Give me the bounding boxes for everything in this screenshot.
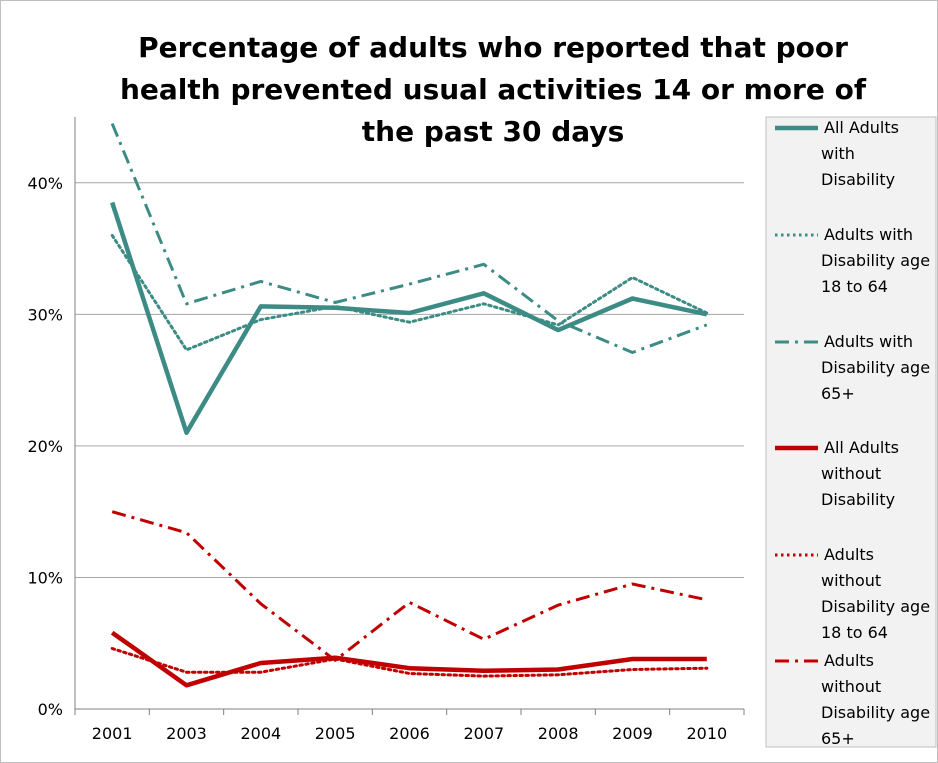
x-tick-label: 2003: [166, 724, 207, 743]
legend-item-3: Adults with Disability age 65+: [775, 332, 930, 403]
series-line-1: [110, 201, 708, 435]
data-series: [110, 123, 709, 688]
legend-label: 65+: [821, 384, 855, 403]
series-line-4: [110, 630, 707, 688]
legend-item-5: Adults without Disability age 18 to 64: [775, 545, 930, 642]
legend-label: Disability: [821, 490, 895, 509]
legend-label: 18 to 64: [821, 623, 888, 642]
legend-label: 18 to 64: [821, 277, 888, 296]
legend-label: Adults with: [824, 225, 913, 244]
legend-label: Disability age: [821, 358, 930, 377]
legend-label: without: [821, 571, 881, 590]
legend-label: Disability: [821, 170, 895, 189]
legend-label: All Adults: [824, 118, 899, 137]
x-tick-label: 2005: [315, 724, 356, 743]
legend: All Adults with Disability Adults with Disab…: [775, 118, 930, 748]
x-tick-label: 2007: [463, 724, 504, 743]
series-line-3: [110, 123, 708, 354]
legend-label: Disability age: [821, 703, 930, 722]
x-tick-label: 2001: [92, 724, 133, 743]
legend-label: without: [821, 677, 881, 696]
legend-label: Adults: [824, 651, 874, 670]
x-tick-label: 2006: [389, 724, 430, 743]
legend-item-4: All Adults without Disability: [775, 438, 899, 509]
x-tick-label: 2009: [612, 724, 653, 743]
x-tick-label: 2008: [538, 724, 579, 743]
legend-label: Adults with: [824, 332, 913, 351]
y-tick-label: 40%: [27, 174, 63, 193]
legend-label: Disability age: [821, 251, 930, 270]
x-tick-label: 2010: [686, 724, 727, 743]
y-axis-tick-labels: 0% 10% 20% 30% 40%: [27, 174, 63, 719]
legend-item-1: All Adults with Disability: [775, 118, 899, 189]
series-line-6: [111, 510, 708, 662]
y-tick-label: 10%: [27, 568, 63, 587]
legend-box: [765, 116, 937, 748]
y-tick-label: 20%: [27, 437, 63, 456]
axes: [74, 117, 745, 715]
chart-title-line-3: the past 30 days: [362, 115, 625, 148]
legend-label: 65+: [821, 729, 855, 748]
legend-label: Disability age: [821, 597, 930, 616]
legend-label: without: [821, 464, 881, 483]
legend-item-6: Adults without Disability age 65+: [775, 651, 930, 748]
series-line-2: [110, 233, 709, 352]
x-tick-label: 2004: [240, 724, 281, 743]
legend-label: All Adults: [824, 438, 899, 457]
y-tick-label: 0%: [38, 700, 63, 719]
legend-label: Adults: [824, 545, 874, 564]
chart-title-line-1: Percentage of adults who reported that p…: [138, 31, 848, 64]
y-tick-label: 30%: [27, 305, 63, 324]
series-line-5: [110, 647, 709, 678]
legend-item-2: Adults with Disability age 18 to 64: [775, 225, 930, 296]
chart-title-line-2: health prevented usual activities 14 or …: [120, 73, 867, 106]
legend-label: with: [821, 144, 855, 163]
chart-title: Percentage of adults who reported that p…: [120, 31, 867, 148]
x-axis-tick-labels: 2001 2003 2004 2005 2006 2007 2008 2009 2010: [92, 724, 727, 743]
